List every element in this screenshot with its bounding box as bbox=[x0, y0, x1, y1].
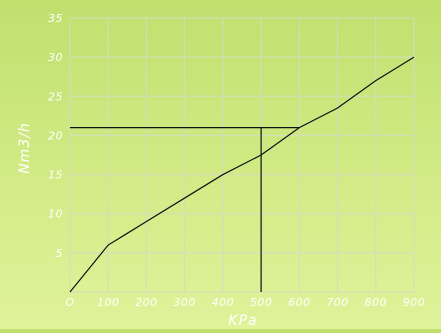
y-tick-label: 25 bbox=[48, 90, 63, 103]
y-axis-label: Nm3/h bbox=[17, 122, 33, 174]
series-group bbox=[69, 56, 415, 293]
x-tick-label: 800 bbox=[365, 296, 388, 309]
x-tick-label: 900 bbox=[403, 296, 426, 309]
x-tick-label: 100 bbox=[97, 296, 120, 309]
y-tick-label: 15 bbox=[48, 169, 63, 182]
y-tick-label: 35 bbox=[48, 12, 63, 25]
x-tick-label: 600 bbox=[288, 296, 311, 309]
x-tick-label: 200 bbox=[135, 296, 158, 309]
grid bbox=[69, 17, 415, 293]
x-tick-label: 400 bbox=[212, 296, 235, 309]
x-axis-ticks: O 100 200 300 400 500 600 700 800 900 bbox=[65, 296, 426, 309]
x-tick-label: O bbox=[65, 296, 74, 309]
y-tick-label: 10 bbox=[48, 208, 63, 221]
y-tick-label: 30 bbox=[48, 51, 63, 64]
y-tick-label: 20 bbox=[48, 129, 63, 142]
y-tick-label: 5 bbox=[56, 247, 64, 260]
series-line bbox=[69, 56, 415, 293]
x-tick-label: 300 bbox=[173, 296, 196, 309]
x-axis-label: KPa bbox=[228, 313, 257, 329]
y-axis-ticks: 5 10 15 20 25 30 35 bbox=[48, 12, 63, 260]
x-tick-label: 700 bbox=[326, 296, 349, 309]
x-tick-label: 500 bbox=[250, 296, 273, 309]
